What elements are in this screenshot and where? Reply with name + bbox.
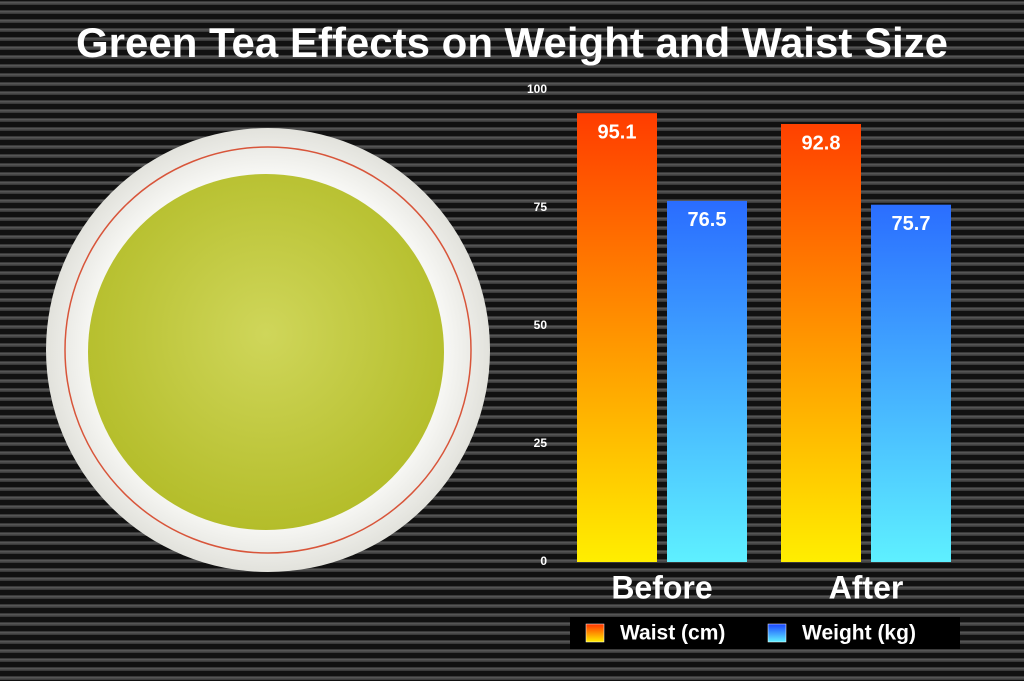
x-tick-label: After [829,569,904,605]
chart-title: Green Tea Effects on Weight and Waist Si… [76,19,948,66]
value-label: 76.5 [688,209,727,231]
y-tick-label: 50 [534,318,548,332]
y-tick-label: 75 [534,200,548,214]
value-label: 75.7 [892,213,931,235]
y-tick-label: 0 [540,554,547,568]
legend-box [570,617,960,649]
value-label: 92.8 [802,132,841,154]
legend-label: Weight (kg) [802,622,916,645]
bar [667,200,747,563]
legend-label: Waist (cm) [620,622,725,645]
y-tick-label: 25 [534,436,548,450]
bar [781,123,861,562]
y-tick-label: 100 [527,82,547,96]
x-tick-label: Before [611,569,712,605]
legend-swatch [767,623,787,643]
bar [871,204,951,563]
value-label: 95.1 [598,121,637,143]
bar [577,113,657,563]
tea-cup [46,128,490,572]
legend-swatch [585,623,605,643]
